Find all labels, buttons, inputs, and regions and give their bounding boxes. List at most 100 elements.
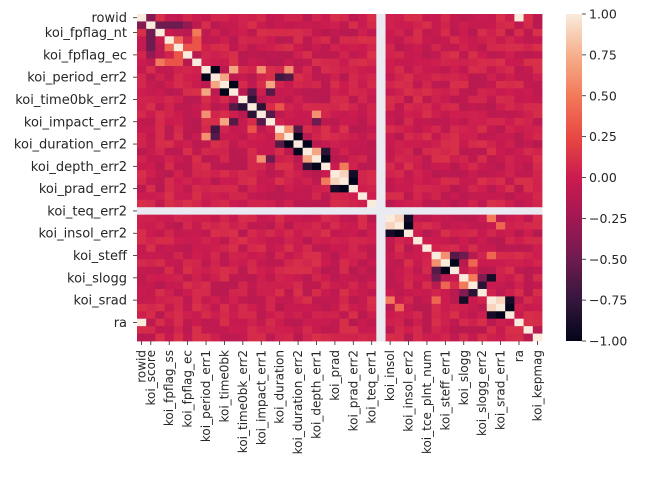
heatmap-cell bbox=[219, 28, 230, 37]
heatmap-cell bbox=[385, 266, 396, 275]
heatmap-cell bbox=[367, 199, 377, 208]
heatmap-cell bbox=[348, 199, 359, 208]
heatmap-cell-blank bbox=[376, 66, 386, 74]
heatmap-cell-blank bbox=[376, 259, 386, 268]
heatmap-cell bbox=[459, 103, 469, 112]
heatmap-cell bbox=[293, 199, 304, 208]
heatmap-cell bbox=[219, 51, 230, 59]
heatmap-cell bbox=[256, 162, 267, 171]
heatmap-cell bbox=[146, 132, 156, 141]
heatmap-cell bbox=[155, 281, 166, 290]
heatmap-cell bbox=[219, 266, 230, 275]
heatmap-cell bbox=[403, 132, 414, 141]
x-tick-label: koi_steff_err1 bbox=[438, 350, 452, 430]
heatmap-cell bbox=[155, 36, 166, 45]
heatmap-cell bbox=[201, 147, 212, 156]
heatmap-cell bbox=[219, 318, 230, 327]
heatmap-cell bbox=[505, 73, 515, 82]
heatmap-cell bbox=[357, 51, 368, 59]
heatmap-cell bbox=[238, 318, 248, 327]
heatmap-cell bbox=[302, 259, 313, 268]
heatmap-cell bbox=[449, 274, 460, 282]
heatmap-cell bbox=[339, 281, 350, 290]
heatmap-cell bbox=[431, 318, 442, 327]
heatmap-cell-blank bbox=[449, 207, 460, 216]
heatmap-cell bbox=[256, 311, 267, 320]
heatmap-cell bbox=[321, 36, 331, 45]
heatmap-cell bbox=[459, 125, 469, 134]
heatmap-cell bbox=[468, 303, 478, 312]
heatmap-cell bbox=[311, 214, 322, 223]
heatmap-cell bbox=[385, 88, 396, 97]
heatmap-cell bbox=[357, 36, 368, 45]
heatmap-cell bbox=[229, 155, 239, 164]
heatmap-cell-blank bbox=[422, 207, 432, 216]
heatmap-cell bbox=[431, 281, 442, 290]
heatmap-cell bbox=[293, 229, 304, 238]
heatmap-cell bbox=[422, 66, 432, 74]
heatmap-cell bbox=[459, 244, 469, 253]
heatmap-cell bbox=[505, 155, 515, 164]
heatmap-cell bbox=[201, 229, 212, 238]
heatmap-cell bbox=[137, 192, 147, 201]
heatmap-cell bbox=[422, 110, 432, 119]
heatmap-cell bbox=[514, 199, 524, 208]
heatmap-cell bbox=[422, 281, 432, 290]
heatmap-cell bbox=[192, 21, 202, 30]
heatmap-cell bbox=[505, 303, 515, 312]
heatmap-cell bbox=[394, 73, 405, 82]
heatmap-cell bbox=[505, 21, 515, 30]
y-tick-label: koi_slogg bbox=[67, 271, 127, 286]
heatmap-cell bbox=[183, 266, 193, 275]
heatmap-cell bbox=[256, 251, 267, 260]
heatmap-cell bbox=[284, 88, 294, 97]
heatmap-cell-blank bbox=[155, 207, 166, 216]
x-tick-label: koi_depth_err1 bbox=[309, 350, 323, 439]
heatmap-cell bbox=[532, 274, 543, 282]
heatmap-cell bbox=[192, 51, 202, 59]
heatmap-cell bbox=[173, 251, 184, 260]
heatmap-cell bbox=[137, 184, 147, 193]
heatmap-cell bbox=[284, 266, 294, 275]
heatmap-cell bbox=[357, 266, 368, 275]
heatmap-cell bbox=[459, 222, 469, 230]
y-tick-label: koi_fpflag_ec bbox=[43, 48, 127, 63]
heatmap-cell bbox=[440, 266, 451, 275]
heatmap-cell bbox=[238, 236, 248, 245]
heatmap-cell bbox=[293, 251, 304, 260]
heatmap-cell bbox=[367, 251, 377, 260]
heatmap-cell bbox=[265, 177, 276, 186]
heatmap-cell bbox=[505, 214, 515, 223]
heatmap-cell bbox=[339, 214, 350, 223]
heatmap-cell bbox=[330, 326, 340, 334]
heatmap-cell bbox=[413, 73, 423, 82]
heatmap-cell bbox=[477, 118, 488, 126]
heatmap-cell bbox=[486, 51, 497, 59]
heatmap-cell-blank bbox=[376, 140, 386, 149]
heatmap-cell bbox=[201, 140, 212, 149]
heatmap-cell bbox=[413, 118, 423, 126]
heatmap-cell bbox=[137, 281, 147, 290]
heatmap-cell bbox=[468, 236, 478, 245]
heatmap-cell bbox=[486, 303, 497, 312]
heatmap-cell bbox=[459, 288, 469, 297]
heatmap-cell bbox=[247, 88, 258, 97]
heatmap-cell bbox=[468, 110, 478, 119]
heatmap-cell bbox=[403, 88, 414, 97]
y-tick-label: koi_depth_err2 bbox=[31, 160, 127, 175]
heatmap-cell bbox=[321, 14, 331, 22]
heatmap-cell bbox=[532, 125, 543, 134]
heatmap-cell-blank bbox=[376, 177, 386, 186]
heatmap-cell bbox=[514, 140, 524, 149]
heatmap-cell bbox=[514, 296, 524, 305]
heatmap-cell bbox=[321, 118, 331, 126]
heatmap-cell bbox=[394, 251, 405, 260]
colorbar-tick-label: 0.00 bbox=[589, 170, 617, 185]
heatmap-cell bbox=[302, 14, 313, 22]
heatmap-cell bbox=[431, 140, 442, 149]
heatmap-cell bbox=[137, 236, 147, 245]
heatmap-cell bbox=[422, 95, 432, 104]
heatmap-cell bbox=[440, 192, 451, 201]
heatmap-cell bbox=[229, 199, 239, 208]
heatmap-cell bbox=[449, 110, 460, 119]
